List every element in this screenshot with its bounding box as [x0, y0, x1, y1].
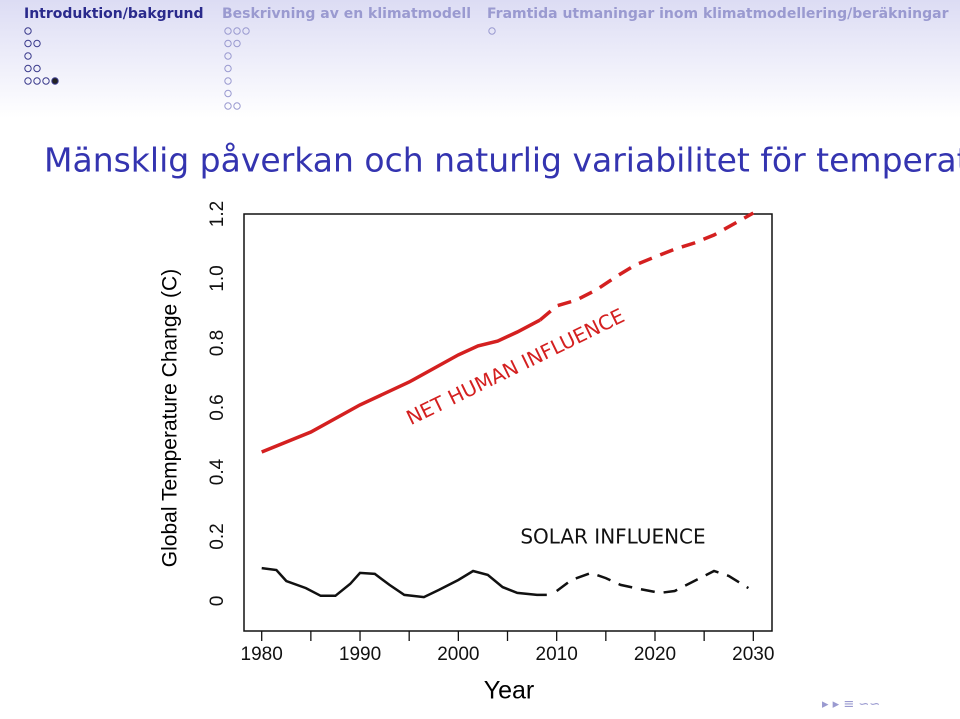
y-tick-label: 0.4	[207, 458, 228, 485]
nav-dot	[33, 64, 41, 73]
nav-dot	[24, 27, 32, 35]
nav-dot	[24, 52, 32, 60]
nav-dot	[224, 27, 232, 35]
x-tick-label: 2020	[634, 644, 676, 665]
x-tick-label: 2010	[536, 644, 578, 665]
nav-dot	[224, 89, 232, 98]
nav-dot	[24, 64, 32, 73]
nav-dot	[224, 102, 232, 110]
nav-dot	[233, 27, 241, 35]
x-tick-label: 1990	[339, 644, 381, 665]
nav-dot	[33, 77, 41, 85]
y-tick-label: 0.2	[207, 523, 228, 549]
nav-dot	[224, 77, 232, 85]
svg-text:▸ ▸ ≡ ∽∽: ▸ ▸ ≡ ∽∽	[822, 697, 880, 712]
nav-dot	[51, 77, 59, 85]
nav-dot	[24, 77, 32, 85]
line-series	[538, 211, 755, 322]
nav-dot	[24, 39, 32, 48]
nav-section[interactable]: Introduktion/bakgrund	[24, 6, 204, 22]
beamer-nav: ▸ ▸ ≡ ∽∽	[822, 697, 880, 712]
nav-dot	[233, 39, 241, 48]
nav-dot	[33, 39, 41, 48]
y-tick-label: 0.6	[207, 394, 228, 420]
annotation: SOLAR INFLUENCE	[520, 525, 705, 549]
nav-section[interactable]: Beskrivning av en klimatmodell	[222, 6, 471, 22]
y-tick-label: 0	[207, 596, 228, 607]
header-bg	[0, 0, 960, 118]
x-axis-label: Year	[484, 677, 535, 705]
nav-dots	[24, 27, 496, 110]
y-tick-label: 1.0	[207, 265, 228, 291]
nav-section[interactable]: Framtida utmaningar inom klimatmodelleri…	[487, 6, 949, 22]
y-tick-label: 0.8	[207, 330, 228, 356]
y-axis-label: Global Temperature Change (C)	[159, 269, 182, 567]
nav-dot	[488, 27, 496, 35]
nav-dot	[224, 52, 232, 60]
nav-dot	[42, 77, 50, 85]
line-series	[261, 566, 547, 599]
nav-dot	[242, 27, 250, 35]
x-tick-label: 2030	[732, 644, 774, 665]
nav-dot	[224, 64, 232, 73]
x-tick-label: 2000	[437, 644, 479, 665]
line-series	[555, 569, 750, 595]
y-tick-label: 1.2	[207, 201, 228, 227]
plot-frame	[243, 213, 773, 632]
slide-title: Mänsklig påverkan och naturlig variabili…	[44, 141, 960, 180]
line-series	[261, 318, 541, 454]
nav-dot	[224, 39, 232, 48]
x-tick-label: 1980	[241, 644, 283, 665]
nav-dot	[233, 102, 241, 110]
